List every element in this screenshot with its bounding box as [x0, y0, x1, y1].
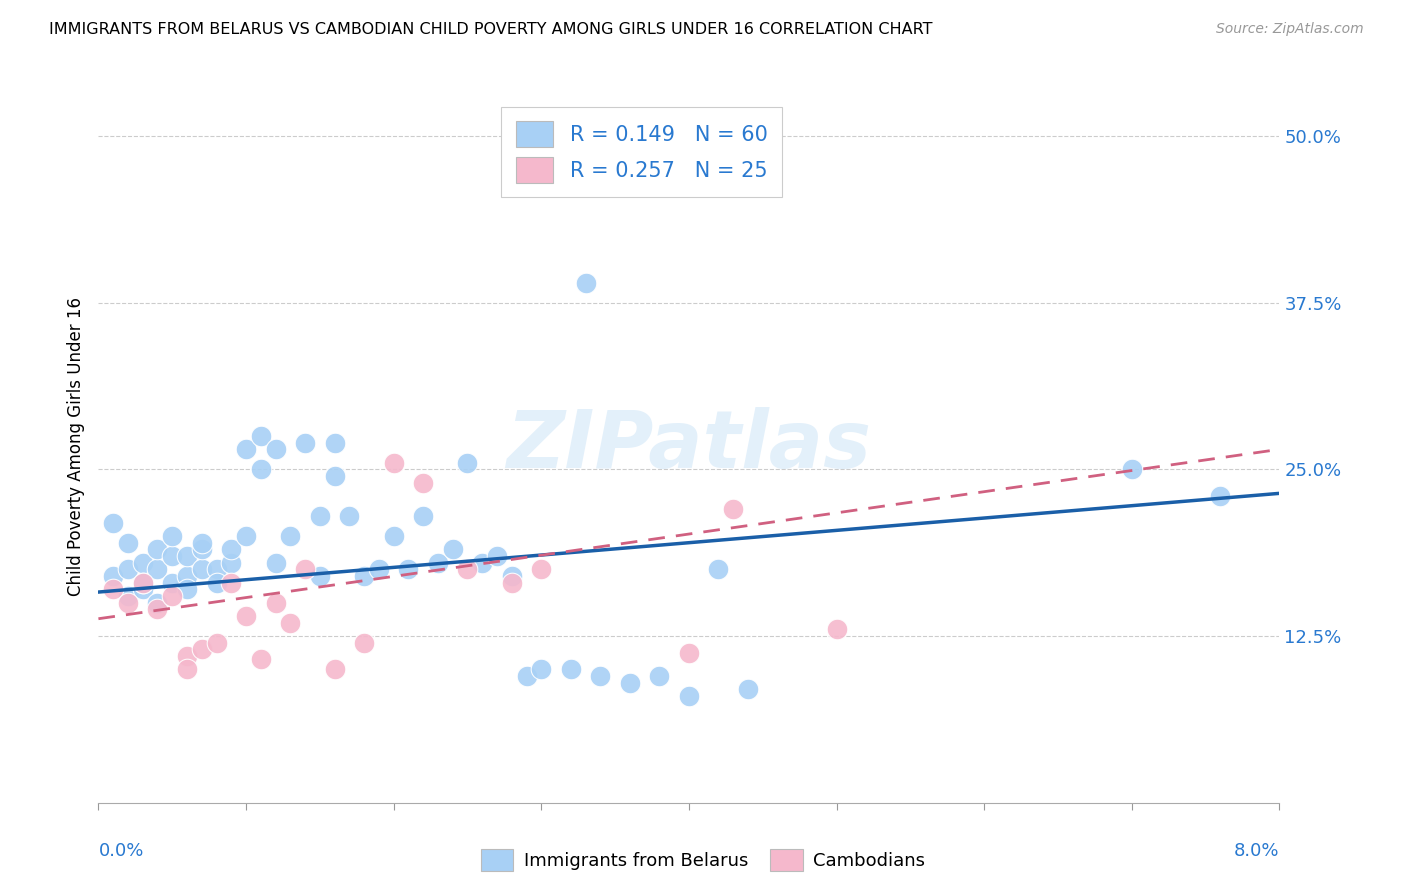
Point — [648, 669, 671, 683]
Point — [264, 442, 287, 457]
Point — [176, 549, 198, 563]
Point — [412, 475, 434, 490]
Legend: Immigrants from Belarus, Cambodians: Immigrants from Belarus, Cambodians — [474, 842, 932, 879]
Point — [221, 542, 243, 557]
Point — [382, 529, 405, 543]
Point — [117, 562, 139, 576]
Point — [162, 529, 183, 543]
Point — [280, 615, 302, 630]
Point — [235, 529, 257, 543]
Point — [146, 542, 169, 557]
Point — [205, 562, 228, 576]
Point — [398, 562, 420, 576]
Point — [250, 429, 273, 443]
Point — [309, 509, 332, 524]
Point — [162, 549, 183, 563]
Point — [176, 582, 198, 597]
Point — [737, 682, 759, 697]
Point — [162, 589, 183, 603]
Point — [221, 556, 243, 570]
Point — [678, 647, 700, 661]
Point — [146, 562, 169, 576]
Point — [264, 596, 287, 610]
Point — [1209, 489, 1232, 503]
Point — [560, 662, 582, 676]
Point — [323, 469, 346, 483]
Point — [486, 549, 509, 563]
Point — [103, 516, 125, 530]
Point — [103, 569, 125, 583]
Text: 8.0%: 8.0% — [1234, 842, 1279, 860]
Point — [146, 596, 169, 610]
Point — [162, 575, 183, 590]
Point — [176, 569, 198, 583]
Text: ZIPatlas: ZIPatlas — [506, 407, 872, 485]
Point — [530, 662, 553, 676]
Point — [530, 562, 553, 576]
Point — [619, 675, 641, 690]
Point — [339, 509, 361, 524]
Point — [382, 456, 405, 470]
Point — [501, 569, 523, 583]
Point — [516, 669, 538, 683]
Point — [427, 556, 450, 570]
Point — [825, 623, 848, 637]
Point — [501, 575, 523, 590]
Point — [323, 662, 346, 676]
Point — [678, 689, 700, 703]
Point — [146, 602, 169, 616]
Point — [221, 575, 243, 590]
Point — [176, 649, 198, 664]
Point — [323, 435, 346, 450]
Point — [353, 636, 375, 650]
Point — [191, 642, 214, 657]
Point — [132, 575, 155, 590]
Point — [191, 542, 214, 557]
Point — [294, 435, 316, 450]
Text: IMMIGRANTS FROM BELARUS VS CAMBODIAN CHILD POVERTY AMONG GIRLS UNDER 16 CORRELAT: IMMIGRANTS FROM BELARUS VS CAMBODIAN CHI… — [49, 22, 932, 37]
Point — [132, 575, 155, 590]
Point — [235, 442, 257, 457]
Point — [368, 562, 391, 576]
Point — [309, 569, 332, 583]
Legend: R = 0.149   N = 60, R = 0.257   N = 25: R = 0.149 N = 60, R = 0.257 N = 25 — [501, 107, 782, 197]
Point — [117, 535, 139, 549]
Point — [575, 276, 598, 290]
Point — [1121, 462, 1143, 476]
Text: 0.0%: 0.0% — [98, 842, 143, 860]
Point — [103, 582, 125, 597]
Point — [205, 636, 228, 650]
Point — [457, 562, 479, 576]
Point — [132, 582, 155, 597]
Point — [205, 575, 228, 590]
Point — [280, 529, 302, 543]
Point — [264, 556, 287, 570]
Point — [457, 456, 479, 470]
Point — [412, 509, 434, 524]
Point — [353, 569, 375, 583]
Point — [235, 609, 257, 624]
Point — [250, 462, 273, 476]
Point — [723, 502, 745, 516]
Point — [191, 535, 214, 549]
Point — [176, 662, 198, 676]
Point — [589, 669, 612, 683]
Text: Source: ZipAtlas.com: Source: ZipAtlas.com — [1216, 22, 1364, 37]
Point — [117, 596, 139, 610]
Point — [294, 562, 316, 576]
Point — [441, 542, 464, 557]
Point — [132, 556, 155, 570]
Point — [471, 556, 494, 570]
Point — [707, 562, 730, 576]
Point — [250, 652, 273, 666]
Point — [117, 589, 139, 603]
Y-axis label: Child Poverty Among Girls Under 16: Child Poverty Among Girls Under 16 — [66, 296, 84, 596]
Point — [191, 562, 214, 576]
